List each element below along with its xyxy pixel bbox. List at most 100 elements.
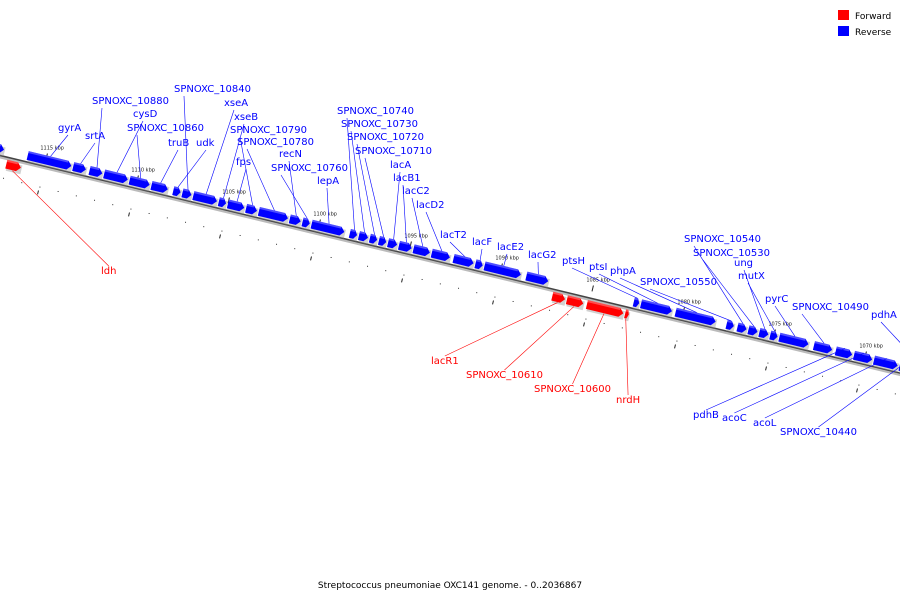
gene-label: SPNOXC_10860 <box>127 123 204 134</box>
gene-body <box>357 231 369 242</box>
gene-label: SPNOXC_10490 <box>792 302 869 313</box>
minor-tick <box>330 256 332 258</box>
gene-arrow <box>245 203 259 218</box>
gene-highlight <box>552 291 563 296</box>
major-tick-lower <box>492 300 494 305</box>
gene-arrow <box>483 261 523 282</box>
gene-label: SPNOXC_10840 <box>174 84 251 95</box>
gene-label: lacD2 <box>416 200 444 211</box>
label-leader <box>12 170 109 267</box>
minor-tick <box>567 314 569 316</box>
gene-highlight <box>779 332 806 341</box>
label-leader <box>444 302 558 357</box>
gene-label: pdhB <box>693 410 719 421</box>
gene-body <box>639 299 672 315</box>
gene-body <box>778 332 809 348</box>
gene-body <box>181 188 192 199</box>
tick-label: 1070 kbp <box>859 344 883 350</box>
gene-highlight <box>836 346 850 352</box>
gene-arrow <box>852 350 874 367</box>
gene-arrow <box>226 199 246 215</box>
gene-highlight <box>432 248 448 255</box>
label-leader <box>326 187 330 224</box>
label-leader <box>504 306 575 371</box>
gene-highlight <box>312 219 342 229</box>
label-leader <box>747 282 776 332</box>
major-tick-lower <box>674 344 676 349</box>
gene-label: lacE2 <box>497 242 524 253</box>
gene-highlight <box>485 261 519 272</box>
gene-arrow <box>674 307 718 329</box>
gene-highlight <box>73 162 84 167</box>
gene-body <box>397 240 412 252</box>
gene-label: acoL <box>753 418 777 429</box>
minor-tick <box>767 362 769 364</box>
gene-highlight <box>350 228 356 232</box>
minor-tick <box>294 248 296 250</box>
gene-highlight <box>359 231 366 235</box>
gene-label: SPNOXC_10760 <box>271 163 348 174</box>
label-leader <box>619 277 697 313</box>
gene-body <box>88 166 103 177</box>
label-leader <box>346 117 355 230</box>
label-leader <box>818 366 900 428</box>
tick-mark <box>591 285 594 292</box>
gene-body <box>624 309 629 319</box>
gene-arrow <box>5 159 23 175</box>
gene-body <box>386 238 398 249</box>
gene-arrow <box>377 236 388 249</box>
gene-arrow <box>430 248 452 265</box>
label-leader <box>693 245 744 324</box>
gene-arrow <box>624 309 631 322</box>
label-leader <box>116 120 144 173</box>
label-leader <box>572 313 605 385</box>
gene-highlight <box>587 300 621 310</box>
tick-label: 1085 kbp <box>586 278 610 284</box>
gene-body <box>217 197 227 208</box>
gene-label: ung <box>734 258 753 269</box>
gene-label: SPNOXC_10780 <box>237 137 314 148</box>
gene-label: SPNOXC_10550 <box>640 277 717 288</box>
gene-labels: ldh gyrA srtA SPNOXC_10880 cysD SPNOXC_10860t… <box>12 84 900 438</box>
genome-caption: Streptococcus pneumoniae OXC141 genome. … <box>318 581 582 591</box>
gene-body <box>430 248 450 261</box>
label-leader <box>598 273 658 304</box>
gene-arrow <box>301 217 312 231</box>
gene-arrow <box>639 299 674 318</box>
gene-body <box>150 181 168 193</box>
label-leader <box>50 134 69 157</box>
major-tick-lower <box>219 234 221 239</box>
minor-tick <box>439 283 441 285</box>
gene-arrow <box>525 271 550 288</box>
minor-tick <box>257 239 259 241</box>
major-tick-lower <box>37 190 39 195</box>
gene-label: SPNOXC_10790 <box>230 125 307 136</box>
label-leader <box>402 184 407 243</box>
gene-highlight <box>370 233 376 237</box>
gene-body <box>377 236 387 246</box>
gene-arrow <box>128 175 152 192</box>
gene-body <box>674 307 716 326</box>
gene-highlight <box>874 355 895 363</box>
gene-arrow <box>172 186 183 199</box>
minor-tick <box>112 204 114 206</box>
label-leader <box>503 253 508 266</box>
label-leader <box>288 160 297 216</box>
gene-body <box>725 320 734 330</box>
label-leader <box>205 109 235 195</box>
label-leader <box>393 171 401 240</box>
minor-tick <box>640 331 642 333</box>
label-leader <box>80 142 96 164</box>
minor-tick <box>858 384 860 386</box>
gene-body <box>551 291 566 303</box>
gene-label: xseA <box>224 98 248 109</box>
gene-label: udk <box>196 138 215 149</box>
gene-body <box>310 219 345 236</box>
gene-highlight <box>90 166 100 171</box>
gene-label: xseB <box>234 112 258 123</box>
gene-label: fps <box>236 157 251 168</box>
gene-arrow <box>310 219 346 239</box>
gene-arrow <box>474 259 485 273</box>
gene-arrow <box>632 297 641 310</box>
gene-body <box>736 322 747 333</box>
